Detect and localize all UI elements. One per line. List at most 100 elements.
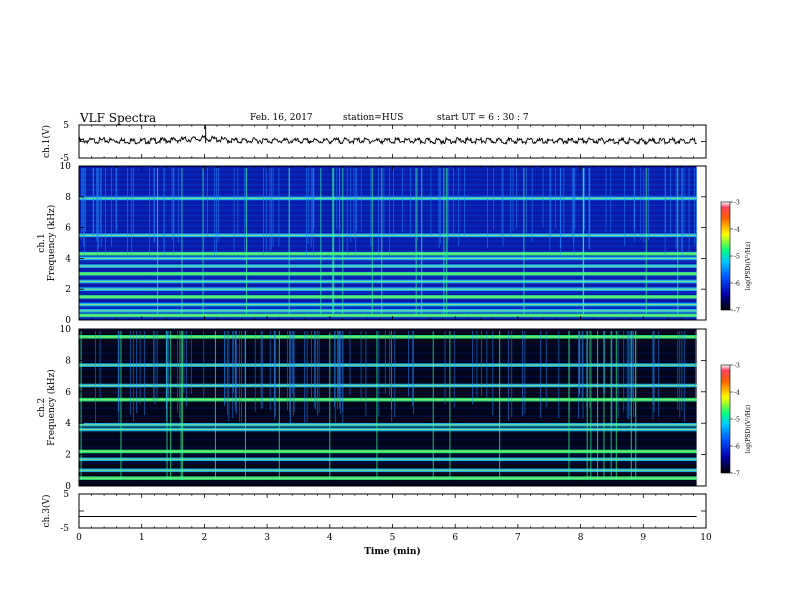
x-tick-label: 9 <box>640 533 646 543</box>
spectrogram-noise-row <box>79 441 697 444</box>
spectrogram-noise-row <box>79 237 697 240</box>
colorbar-tick-label: -5 <box>734 417 740 424</box>
colorbar-tick-label: -6 <box>734 281 740 288</box>
spectral-band-core <box>79 364 697 366</box>
x-tick-label: 10 <box>700 533 712 543</box>
y-tick-label: 4 <box>65 254 71 264</box>
spectrogram-noise-row <box>79 204 697 207</box>
spectral-band-core <box>79 197 697 199</box>
spectrogram-noise-row <box>79 329 697 331</box>
spectral-band-core <box>79 450 697 453</box>
ch1-waveform-trace <box>78 134 697 146</box>
y-tick-label: 0 <box>65 316 71 326</box>
spectrogram-noise-row <box>79 212 697 214</box>
spectrogram-noise-row <box>79 378 697 381</box>
spectrogram-noise-row <box>79 299 697 302</box>
spectrogram-noise-row <box>79 431 697 433</box>
channel-label: ch.2 <box>37 398 47 417</box>
spectral-band-core <box>79 310 697 312</box>
spectrogram-noise-row <box>79 352 697 355</box>
spectrogram-noise-row <box>79 291 697 294</box>
spectrogram-noise-row <box>79 344 697 347</box>
x-axis-label: Time (min) <box>364 546 421 557</box>
y-tick-label: 8 <box>65 193 71 203</box>
spectrogram-noise-row <box>79 245 697 248</box>
spectrogram-noise-row <box>79 391 697 394</box>
figure-title: VLF Spectra <box>80 111 157 125</box>
colorbar-tick-label: -4 <box>734 390 740 397</box>
spectrogram-noise-row <box>79 483 697 485</box>
y-tick-label: 6 <box>65 224 71 234</box>
spectral-band-core <box>79 384 697 387</box>
spectrogram-noise-row <box>79 342 697 344</box>
spectrogram-noise-row <box>79 225 697 227</box>
spectral-band-core <box>79 336 697 338</box>
spectrogram-noise-row <box>79 347 697 349</box>
spectrogram-noise-row <box>79 276 697 278</box>
spectrogram-noise-row <box>79 386 697 389</box>
spectral-band-core <box>79 288 697 290</box>
spectrogram-noise-row <box>79 467 697 470</box>
spectrogram-noise-row <box>79 209 697 212</box>
spectrogram-noise-row <box>79 178 697 181</box>
spectrogram-noise-row <box>79 248 697 250</box>
colorbar-tick-label: -5 <box>734 254 740 261</box>
spectrogram-noise-row <box>79 250 697 253</box>
colorbar-tick-label: -3 <box>734 200 740 207</box>
spectrogram-noise-row <box>79 207 697 209</box>
spectrogram-noise-row <box>79 312 697 314</box>
colorbar-tick-label: -7 <box>734 308 740 315</box>
y-tick-label: 4 <box>65 419 71 429</box>
spectral-band-core <box>79 273 697 275</box>
spectrogram-noise-row <box>79 183 697 186</box>
spectral-band-core <box>79 304 697 306</box>
spectrogram-noise-row <box>79 357 697 360</box>
y-tick-label: 10 <box>60 325 72 335</box>
y-tick-label: 2 <box>65 285 71 295</box>
y-tick-label: 6 <box>65 388 71 398</box>
x-tick-label: 0 <box>76 533 82 543</box>
colorbar-label: log(PSD)(V²/Hz) <box>745 242 752 291</box>
spectrogram-noise-row <box>79 243 697 245</box>
colorbar <box>720 201 731 311</box>
colorbar-tick-label: -7 <box>734 471 740 478</box>
y-tick-label: 2 <box>65 451 71 461</box>
x-tick-label: 3 <box>264 533 270 543</box>
spectral-band-core <box>79 424 697 426</box>
spectrogram-noise-row <box>79 370 697 373</box>
spectrogram-noise-row <box>79 334 697 336</box>
x-tick-label: 4 <box>327 533 333 543</box>
colorbar <box>720 364 731 474</box>
spectrogram-noise-row <box>79 389 697 391</box>
colorbar-tick-label: -4 <box>734 227 740 234</box>
x-tick-label: 7 <box>515 533 521 543</box>
spectrogram-noise-row <box>79 446 697 449</box>
spectrogram-noise-row <box>79 186 697 189</box>
spectral-band-core <box>79 280 697 283</box>
spectrogram-noise-row <box>79 454 697 457</box>
y-tick-label: 5 <box>63 121 69 131</box>
spectrogram-noise-row <box>79 331 697 334</box>
spectrogram-noise-row <box>79 219 697 222</box>
y-axis-label: ch.1(V) <box>41 125 52 158</box>
spectrogram-noise-row <box>79 260 697 263</box>
spectrogram-noise-row <box>79 433 697 436</box>
spectrogram-noise-row <box>79 284 697 286</box>
spectrogram-noise-row <box>79 475 697 478</box>
y-tick-label: 5 <box>63 490 69 500</box>
spectrogram-noise-row <box>79 412 697 415</box>
spectral-band-core <box>79 257 697 259</box>
spectrogram-noise-row <box>79 462 697 465</box>
spectrogram-noise-row <box>79 360 697 362</box>
spectrogram-noise-row <box>79 436 697 438</box>
x-tick-label: 8 <box>578 533 584 543</box>
spectrogram-noise-row <box>79 368 697 370</box>
y-tick-label: -5 <box>60 154 69 164</box>
spectral-band-core <box>79 314 697 316</box>
spectrogram-noise-row <box>79 438 697 441</box>
spectrogram-noise-row <box>79 376 697 378</box>
spectral-band-core <box>79 296 697 298</box>
spectrogram-noise-row <box>79 222 697 225</box>
spectrogram-noise-row <box>79 425 697 428</box>
spectrogram-noise-row <box>79 417 697 420</box>
